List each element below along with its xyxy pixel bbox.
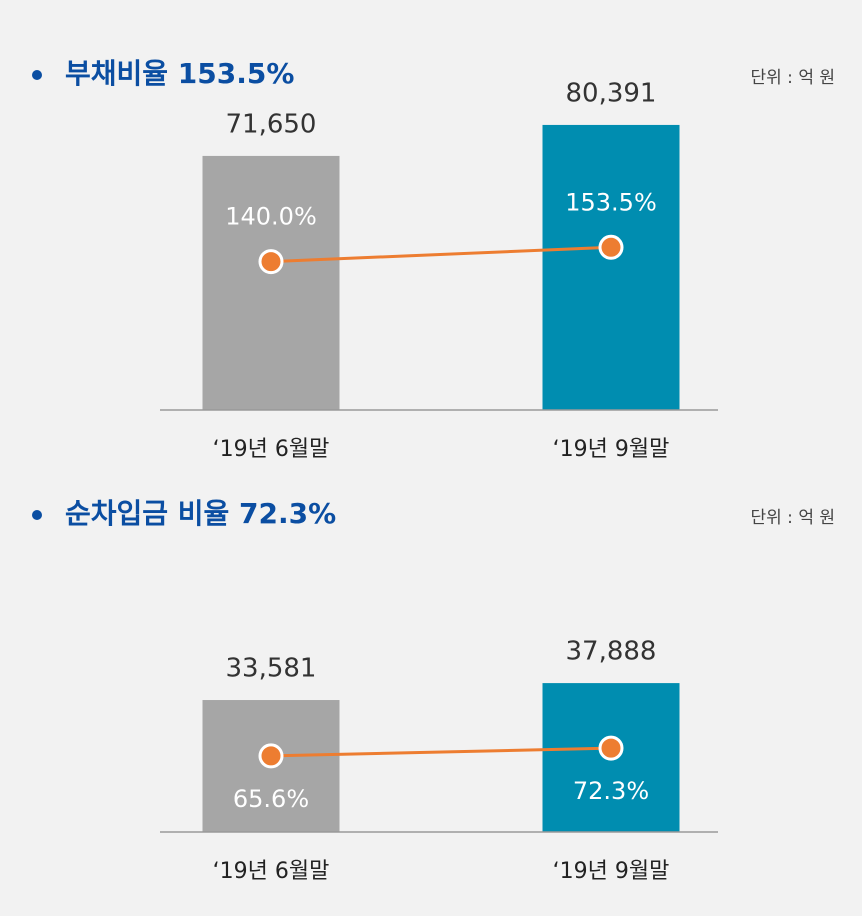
unit-label: 단위 : 억 원 — [751, 68, 836, 88]
line-value-label: 72.3% — [573, 777, 649, 805]
line-point — [258, 249, 284, 275]
x-tick-label: ‘19년 9월말 — [553, 859, 670, 884]
bar — [202, 155, 340, 410]
chart-title: 순차입금 비율 72.3% — [65, 497, 336, 530]
bullet — [32, 510, 42, 520]
line-point — [598, 735, 624, 761]
line-value-label: 153.5% — [565, 188, 657, 216]
line-value-label: 65.6% — [233, 785, 309, 813]
x-tick-label: ‘19년 6월말 — [213, 859, 330, 884]
bar — [542, 124, 680, 410]
unit-label: 단위 : 억 원 — [751, 508, 836, 528]
chart-title: 부채비율 153.5% — [65, 57, 294, 90]
bar-value-label: 71,650 — [226, 109, 317, 139]
x-tick-label: ‘19년 6월말 — [213, 437, 330, 462]
line — [270, 245, 612, 264]
line-point — [258, 743, 284, 769]
line-value-label: 140.0% — [225, 203, 317, 231]
x-tick-label: ‘19년 9월말 — [553, 437, 670, 462]
bar-value-label: 80,391 — [566, 78, 657, 108]
line-point — [598, 234, 624, 260]
bar-value-label: 37,888 — [566, 637, 657, 667]
bullet — [32, 70, 42, 80]
bar-value-label: 33,581 — [226, 654, 317, 684]
line — [270, 746, 612, 758]
